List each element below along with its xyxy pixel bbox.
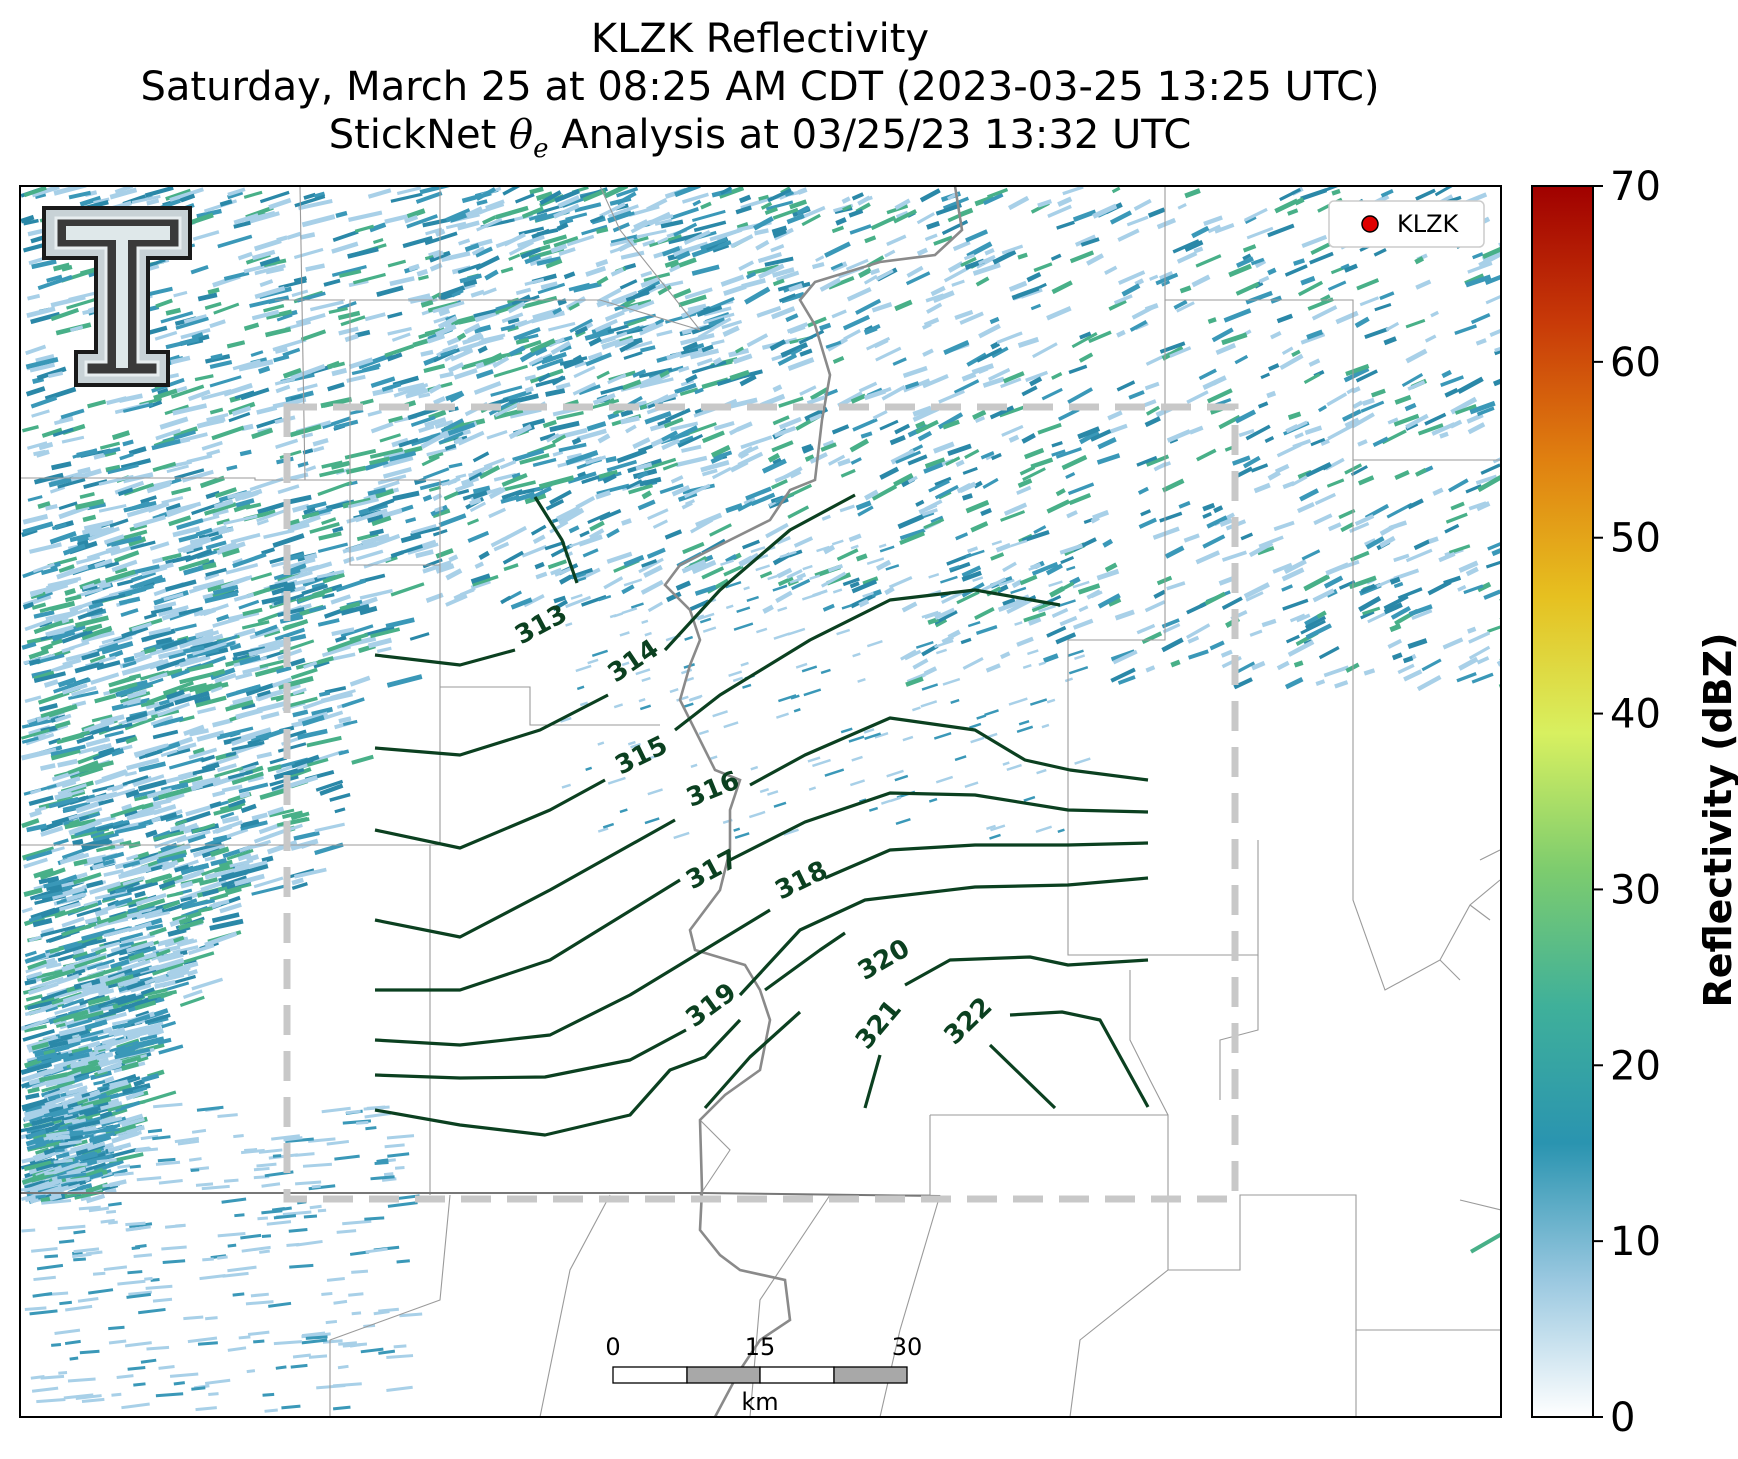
scale-tick-30: 30 [892,1333,923,1361]
contour-315 [374,778,606,850]
contour-317-b [729,791,1149,862]
contour-320 [374,1018,742,1137]
contour-316 [374,818,676,939]
contour-315-b [674,588,1061,732]
klzk-marker-icon [1361,215,1379,233]
contour-322-b [1009,1010,1150,1108]
colorbar-tick-label: 10 [1610,1219,1661,1265]
legend: KLZK [1328,200,1485,248]
title-line-3: StickNet θe Analysis at 03/25/23 13:32 U… [20,112,1500,172]
theta-e-contours [374,493,1150,1137]
contour-319 [374,1028,687,1080]
contour-314-b [663,493,856,652]
colorbar-label: Reflectivity (dBZ) [1696,632,1738,1008]
colorbar-tick-label: 50 [1610,516,1661,562]
river [663,186,964,1417]
colorbar-tick-label: 60 [1610,340,1661,386]
contour-321-c [863,1054,882,1109]
contour-317 [375,878,681,992]
colorbar-gradient [1531,185,1594,1418]
contour-313 [533,496,579,584]
colorbar-tick-label: 30 [1610,867,1661,913]
title-line-2: Saturday, March 25 at 08:25 AM CDT (2023… [140,64,1380,110]
colorbar: 0 10 20 30 40 50 60 70 [1531,164,1661,1441]
scale-bar: 0 15 30 km [605,1333,922,1416]
reflectivity-echoes [20,186,1501,1413]
state-boundary [20,1192,941,1197]
colorbar-tick-label: 40 [1610,692,1661,738]
title-prefix: StickNet [328,112,497,158]
analysis-domain-box [283,403,1239,1203]
colorbar-tick-label: 0 [1610,1395,1635,1441]
contour-318-b [824,841,1149,880]
title-line-1: KLZK Reflectivity [590,16,930,62]
colorbar-tick-label: 70 [1610,164,1661,210]
contour-314 [374,693,609,757]
contour-321-b [904,955,1149,987]
contour-318 [374,908,771,1047]
contour-316-b [749,716,1149,787]
contour-313-b [374,648,516,667]
theta-e-symbol: θe [509,112,549,164]
contour-320-b [764,931,846,992]
title-suffix: Analysis at 03/25/23 13:32 UTC [561,112,1192,158]
scale-unit: km [741,1388,778,1416]
scale-tick-15: 15 [745,1333,776,1361]
texas-tech-logo: T [42,206,192,387]
scale-tick-0: 0 [605,1333,620,1361]
contour-319-b [738,876,1149,997]
contour-322 [988,1043,1057,1110]
colorbar-tick-label: 20 [1610,1043,1661,1089]
contour-321 [703,1010,802,1110]
colorbar-ticks: 0 10 20 30 40 50 60 70 [1593,164,1661,1441]
legend-label: KLZK [1397,210,1460,238]
map-frame [19,185,1502,1418]
